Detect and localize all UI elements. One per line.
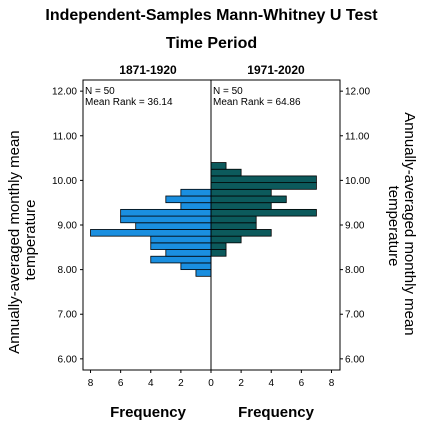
bar-right-0 bbox=[210, 249, 227, 257]
n-label-left: N = 50 bbox=[85, 86, 115, 97]
group-label-right: 1971-2020 bbox=[247, 63, 305, 77]
x-tick-label-right-2: 6 bbox=[299, 378, 305, 389]
bar-right-12 bbox=[210, 168, 242, 177]
y-tick-label-right-1: 7.00 bbox=[345, 310, 365, 321]
histogram-bars bbox=[90, 80, 317, 370]
y-tick-label-left-3: 9.00 bbox=[58, 221, 78, 232]
chart-title: Independent-Samples Mann-Whitney U Test bbox=[45, 7, 378, 24]
bar-left-11 bbox=[165, 195, 212, 204]
y-tick-label-left-4: 10.00 bbox=[52, 176, 77, 187]
y-tick-label-left-0: 6.00 bbox=[58, 354, 78, 365]
x-tick-label-left-3: 2 bbox=[178, 378, 184, 389]
bar-right-2 bbox=[210, 235, 242, 244]
bar-right-4 bbox=[210, 222, 257, 230]
y-tick-label-left-2: 8.00 bbox=[58, 265, 78, 276]
bar-left-2 bbox=[150, 255, 212, 264]
x-tick-label-right-1: 4 bbox=[268, 378, 274, 389]
x-tick-label-left-1: 6 bbox=[118, 378, 124, 389]
x-tick-label-left-0: 8 bbox=[88, 378, 94, 389]
y-tick-label-right-6: 12.00 bbox=[345, 87, 370, 98]
y-tick-label-right-5: 11.00 bbox=[345, 131, 370, 142]
bar-left-6 bbox=[90, 229, 212, 237]
bar-right-11 bbox=[210, 175, 317, 184]
bar-right-13 bbox=[210, 162, 227, 170]
y-tick-label-left-6: 12.00 bbox=[52, 87, 77, 98]
chart-subtitle: Time Period bbox=[166, 35, 257, 52]
x-tick-label-left-4: 0 bbox=[208, 378, 214, 389]
y-axis-label-right-line2: temperature bbox=[385, 186, 402, 267]
n-label-right: N = 50 bbox=[213, 86, 243, 97]
y-axis-label-right: Annually-averaged monthly mean temperatu… bbox=[385, 112, 418, 340]
bar-left-4 bbox=[150, 242, 212, 250]
bar-left-9 bbox=[120, 208, 212, 217]
y-tick-label-left-5: 11.00 bbox=[53, 131, 78, 142]
y-axis-label-right-line1: Annually-averaged monthly mean bbox=[401, 112, 418, 335]
bar-right-9 bbox=[210, 188, 272, 197]
y-axis-label-left-line1: Annually-averaged monthly mean bbox=[6, 130, 23, 353]
y-tick-label-right-2: 8.00 bbox=[345, 265, 365, 276]
bar-left-8 bbox=[120, 215, 212, 224]
x-tick-label-right-0: 2 bbox=[238, 378, 244, 389]
y-tick-label-left-1: 7.00 bbox=[58, 310, 78, 321]
x-axis-label-right: Frequency bbox=[238, 404, 315, 421]
bar-right-10 bbox=[210, 182, 317, 190]
y-axis-label-left: Annually-averaged monthly mean temperatu… bbox=[6, 126, 39, 354]
bar-right-8 bbox=[210, 195, 287, 204]
bar-left-5 bbox=[150, 235, 212, 244]
mean-rank-label-left: Mean Rank = 36.14 bbox=[85, 97, 173, 108]
bar-right-7 bbox=[210, 202, 272, 210]
y-tick-label-right-0: 6.00 bbox=[345, 354, 365, 365]
y-tick-label-right-3: 9.00 bbox=[345, 221, 365, 232]
x-tick-label-right-3: 8 bbox=[329, 378, 335, 389]
bar-left-3 bbox=[165, 249, 212, 257]
x-tick-label-left-2: 4 bbox=[148, 378, 154, 389]
bar-left-10 bbox=[180, 202, 212, 210]
y-tick-label-right-4: 10.00 bbox=[345, 176, 370, 187]
x-axis-label-left: Frequency bbox=[110, 404, 187, 421]
mean-rank-label-right: Mean Rank = 64.86 bbox=[213, 97, 301, 108]
bar-left-7 bbox=[135, 222, 212, 230]
bar-right-1 bbox=[210, 242, 227, 250]
y-axis-label-left-line2: temperature bbox=[22, 200, 39, 281]
bar-right-3 bbox=[210, 229, 272, 237]
bar-left-12 bbox=[180, 188, 212, 197]
axis-ticks: 6.00 6.00 7.00 7.00 8.00 8.00 9.00 9.00 10.00 10.… bbox=[52, 87, 370, 389]
group-label-left: 1871-1920 bbox=[119, 63, 177, 77]
bar-right-6 bbox=[210, 208, 317, 217]
bar-left-0 bbox=[195, 269, 212, 277]
bar-left-1 bbox=[180, 262, 212, 271]
bar-right-5 bbox=[210, 215, 257, 224]
